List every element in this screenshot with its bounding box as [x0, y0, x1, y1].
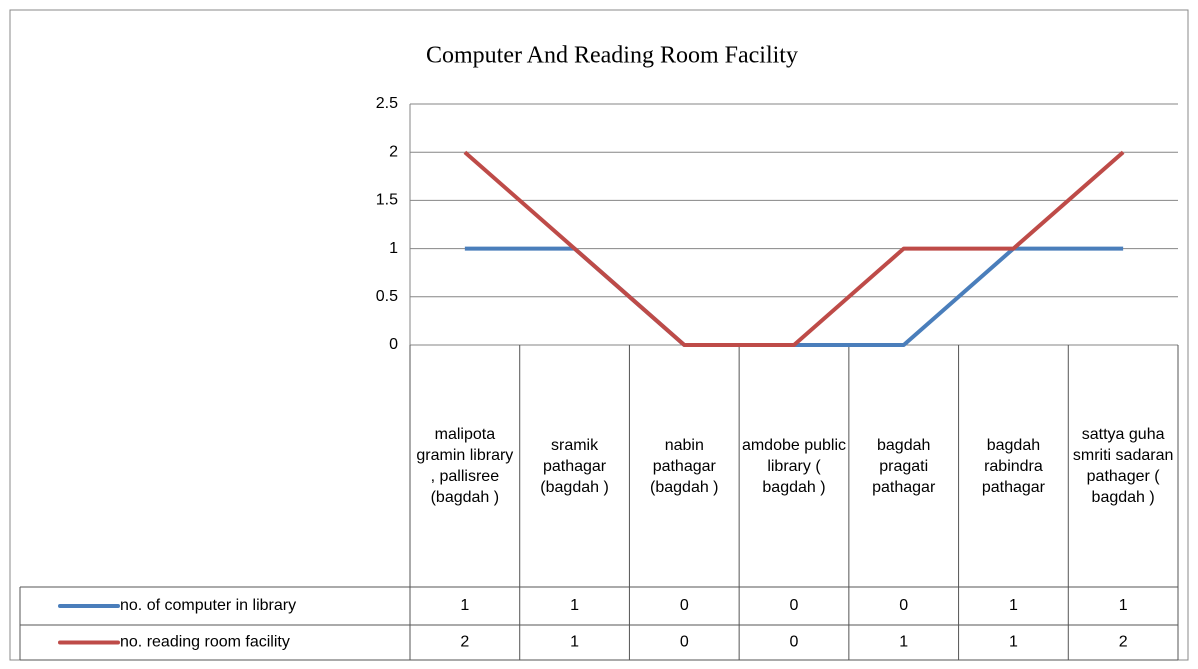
table-value: 1 [570, 597, 579, 614]
category-label: bagdah pragati pathagar [872, 436, 936, 496]
table-value: 1 [899, 634, 908, 651]
table-value: 1 [1009, 634, 1018, 651]
y-tick-label: 1.5 [376, 192, 398, 209]
y-tick-label: 2 [389, 143, 398, 160]
chart-title: Computer And Reading Room Facility [426, 43, 798, 69]
y-tick-label: 0.5 [376, 288, 398, 305]
table-value: 2 [460, 634, 469, 651]
table-value: 0 [680, 597, 689, 614]
category-label: bagdah rabindra pathagar [981, 436, 1045, 496]
table-value: 0 [899, 597, 908, 614]
series-line [463, 150, 1125, 347]
table-value: 1 [570, 634, 579, 651]
table-value: 0 [680, 634, 689, 651]
category-label: sramik pathagar (bagdah ) [540, 436, 609, 496]
y-tick-label: 0 [389, 336, 398, 353]
table-value: 1 [1009, 597, 1018, 614]
category-label: amdobe public library ( bagdah ) [741, 436, 847, 496]
legend-label: no. reading room facility [120, 634, 290, 651]
y-tick-label: 1 [389, 240, 398, 257]
table-value: 1 [1119, 597, 1128, 614]
legend-label: no. of computer in library [120, 597, 296, 614]
category-label: nabin pathagar (bagdah ) [650, 436, 719, 496]
table-value: 0 [790, 634, 799, 651]
y-tick-label: 2.5 [376, 95, 398, 112]
table-value: 2 [1119, 634, 1128, 651]
category-label: malipota gramin library , pallisree (bag… [416, 426, 514, 506]
category-label: sattya guha smriti sadaran pathager ( ba… [1072, 426, 1174, 506]
table-value: 0 [790, 597, 799, 614]
table-value: 1 [460, 597, 469, 614]
